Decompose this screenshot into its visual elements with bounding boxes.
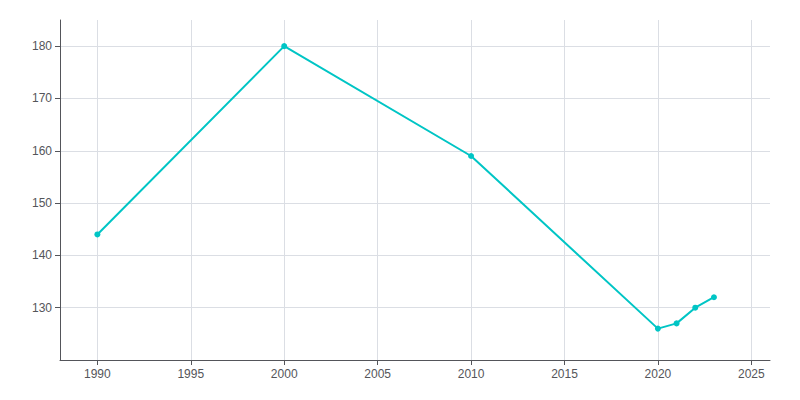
svg-text:130: 130 — [32, 301, 52, 315]
svg-text:2010: 2010 — [458, 367, 485, 381]
svg-text:170: 170 — [32, 91, 52, 105]
svg-text:1995: 1995 — [177, 367, 204, 381]
svg-text:160: 160 — [32, 144, 52, 158]
svg-text:1990: 1990 — [84, 367, 111, 381]
svg-text:2025: 2025 — [738, 367, 765, 381]
svg-text:2000: 2000 — [271, 367, 298, 381]
svg-text:180: 180 — [32, 39, 52, 53]
svg-text:150: 150 — [32, 196, 52, 210]
svg-text:2020: 2020 — [645, 367, 672, 381]
svg-text:2015: 2015 — [551, 367, 578, 381]
svg-text:2005: 2005 — [364, 367, 391, 381]
svg-text:140: 140 — [32, 248, 52, 262]
